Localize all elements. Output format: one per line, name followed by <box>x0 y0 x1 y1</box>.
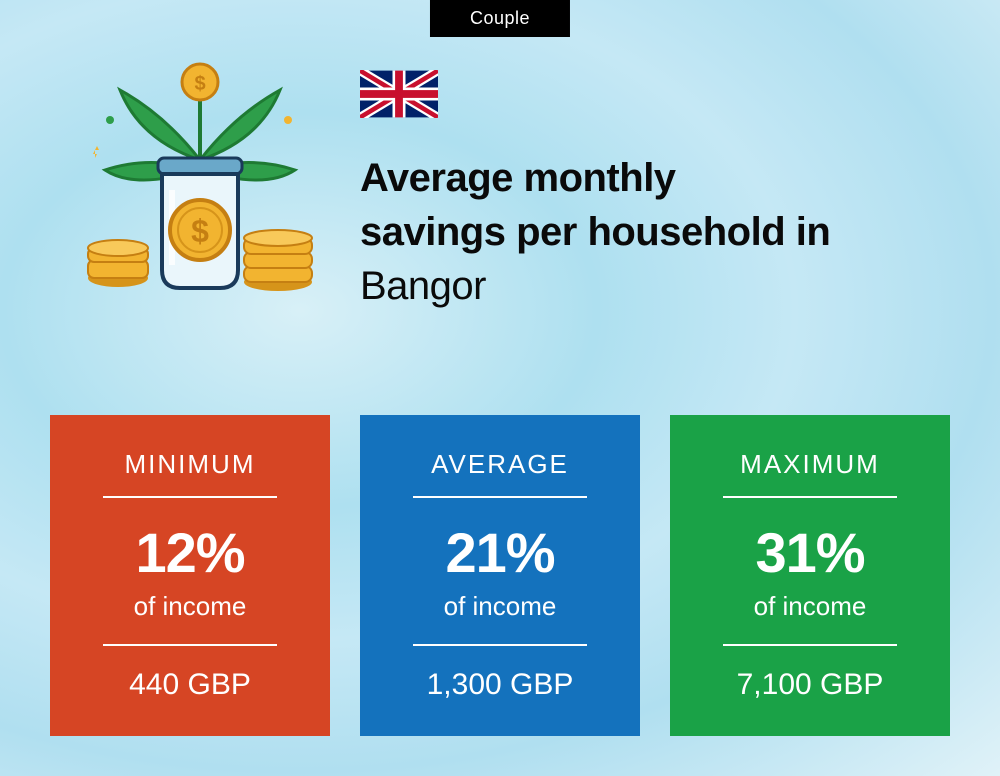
card-amount: 7,100 GBP <box>698 668 922 702</box>
card-amount: 1,300 GBP <box>388 668 612 702</box>
divider <box>103 644 278 646</box>
stat-card-average: AVERAGE 21% of income 1,300 GBP <box>360 415 640 736</box>
title-line-2: savings per household in <box>360 210 830 254</box>
coin-stack-right-icon <box>244 230 312 291</box>
divider <box>413 644 588 646</box>
card-label: AVERAGE <box>388 449 612 480</box>
stat-card-maximum: MAXIMUM 31% of income 7,100 GBP <box>670 415 950 736</box>
sparkle-icon <box>284 116 292 124</box>
card-percent: 12% <box>78 520 302 585</box>
stat-card-minimum: MINIMUM 12% of income 440 GBP <box>50 415 330 736</box>
svg-text:$: $ <box>191 213 209 249</box>
card-percent: 31% <box>698 520 922 585</box>
card-of-income: of income <box>388 591 612 622</box>
svg-text:$: $ <box>194 73 205 95</box>
savings-illustration: $ $ <box>80 60 320 300</box>
card-label: MINIMUM <box>78 449 302 480</box>
sparkle-icon <box>93 146 99 158</box>
divider <box>103 496 278 498</box>
divider <box>723 496 898 498</box>
card-amount: 440 GBP <box>78 668 302 702</box>
page-title: Average monthly savings per household in… <box>360 151 940 313</box>
stat-cards-row: MINIMUM 12% of income 440 GBP AVERAGE 21… <box>50 415 950 736</box>
sparkle-icon <box>106 116 114 124</box>
coin-stack-left-icon <box>88 240 148 287</box>
card-of-income: of income <box>78 591 302 622</box>
header-section: $ $ Average mon <box>80 60 940 313</box>
divider <box>413 496 588 498</box>
divider <box>723 644 898 646</box>
title-line-1: Average monthly <box>360 156 676 200</box>
title-block: Average monthly savings per household in… <box>360 60 940 313</box>
card-of-income: of income <box>698 591 922 622</box>
card-percent: 21% <box>388 520 612 585</box>
uk-flag-icon <box>360 70 438 118</box>
card-label: MAXIMUM <box>698 449 922 480</box>
title-city: Bangor <box>360 264 486 308</box>
category-badge: Couple <box>430 0 570 37</box>
